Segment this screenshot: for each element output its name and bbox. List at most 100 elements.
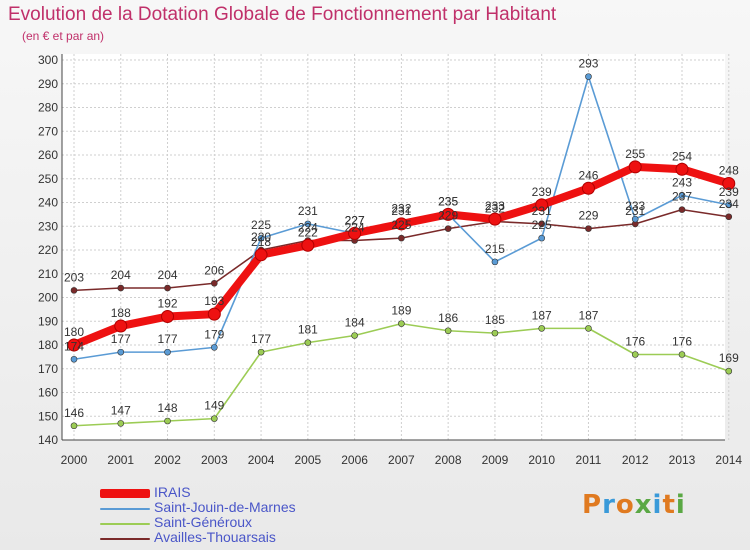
data-point [491, 258, 499, 266]
data-point [725, 367, 733, 375]
data-point [491, 329, 499, 337]
data-label: 187 [578, 308, 598, 322]
x-tick-label: 2008 [435, 453, 462, 467]
data-label: 231 [625, 204, 645, 218]
data-label: 193 [204, 294, 224, 308]
data-label: 204 [111, 268, 131, 282]
data-point [444, 327, 452, 335]
data-label: 181 [298, 323, 318, 337]
y-tick-label: 170 [38, 362, 58, 376]
data-point [70, 355, 78, 363]
proxiti-logo: Proxiti [582, 490, 686, 520]
data-point [538, 325, 545, 332]
y-tick-label: 260 [38, 148, 58, 162]
data-point [164, 348, 171, 356]
data-point [70, 422, 78, 430]
data-point [585, 225, 592, 232]
y-tick-label: 270 [38, 124, 58, 138]
data-point [207, 307, 221, 321]
data-point [398, 234, 405, 242]
data-point [117, 348, 125, 356]
logo-letter: t [662, 490, 676, 520]
data-label: 186 [438, 311, 458, 325]
data-label: 169 [719, 351, 739, 365]
x-tick-label: 2004 [248, 453, 275, 467]
data-point [678, 351, 686, 358]
data-label: 185 [485, 313, 505, 327]
data-label: 225 [532, 218, 552, 232]
data-point [67, 338, 81, 352]
data-label: 203 [64, 270, 84, 284]
data-point [725, 201, 733, 209]
data-label: 231 [298, 204, 318, 218]
data-label: 187 [532, 308, 552, 322]
data-label: 218 [251, 235, 271, 249]
data-point [117, 420, 125, 427]
data-label: 179 [204, 327, 224, 341]
data-point [631, 215, 639, 223]
data-point [678, 192, 686, 199]
data-point [535, 198, 549, 212]
data-label: 177 [251, 332, 271, 346]
logo-letter: i [675, 490, 686, 520]
legend-swatch [100, 507, 150, 510]
data-point [585, 325, 592, 332]
data-point [398, 320, 405, 327]
data-label: 220 [251, 230, 271, 244]
data-label: 243 [672, 175, 692, 189]
data-label: 177 [111, 332, 131, 346]
x-tick-label: 2012 [622, 453, 649, 467]
data-label: 147 [111, 403, 131, 417]
y-tick-label: 200 [38, 291, 58, 305]
data-point [631, 351, 639, 358]
data-point [164, 284, 171, 292]
data-label: 204 [158, 268, 178, 282]
x-tick-label: 2007 [388, 453, 415, 467]
legend-label: IRAIS [154, 484, 191, 500]
data-label: 293 [578, 57, 598, 71]
y-tick-label: 140 [38, 433, 58, 447]
data-label: 232 [391, 202, 411, 216]
data-point [725, 213, 733, 221]
data-label: 176 [625, 335, 645, 349]
x-tick-label: 2011 [576, 453, 602, 467]
x-tick-label: 2006 [341, 453, 368, 467]
data-point [678, 206, 686, 213]
x-tick-label: 2002 [154, 453, 181, 467]
data-label: 146 [64, 406, 84, 420]
data-label: 248 [719, 164, 739, 178]
legend-label: Saint-Jouin-de-Marnes [154, 499, 296, 515]
data-label: 174 [64, 339, 84, 353]
data-label: 235 [438, 194, 458, 208]
logo-letter: P [582, 490, 603, 520]
data-point [675, 162, 689, 176]
data-label: 235 [438, 194, 458, 208]
legend-label: Saint-Généroux [154, 514, 253, 530]
legend-swatch [100, 537, 150, 540]
y-tick-label: 180 [38, 338, 58, 352]
legend-label: Availles-Thouarsais [154, 529, 276, 545]
data-label: 227 [345, 213, 365, 227]
data-label: 229 [578, 209, 598, 223]
data-label: 148 [158, 401, 178, 415]
y-tick-label: 240 [38, 196, 58, 210]
data-label: 206 [204, 263, 224, 277]
data-point [161, 310, 175, 323]
data-point [441, 207, 455, 221]
data-label: 234 [719, 197, 739, 211]
data-label: 192 [158, 297, 178, 311]
data-point [444, 225, 452, 232]
data-label: 180 [64, 325, 84, 339]
data-point [538, 220, 545, 228]
data-point [628, 160, 642, 174]
data-point [585, 73, 592, 80]
data-label: 227 [345, 213, 365, 227]
data-point [351, 332, 358, 339]
x-tick-label: 2009 [482, 453, 509, 467]
plot-area [62, 54, 725, 440]
data-label: 246 [578, 168, 598, 182]
data-point [348, 226, 362, 240]
legend-swatch [100, 489, 150, 498]
data-point [211, 344, 218, 351]
